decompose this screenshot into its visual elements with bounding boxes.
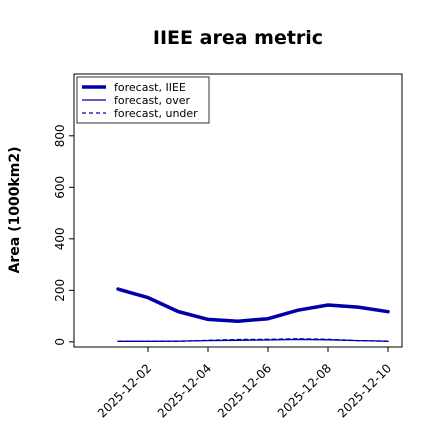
x-tick-label-1: 2025-12-04: [155, 361, 214, 420]
legend-label-2: forecast, under: [114, 107, 198, 120]
y-tick-label-0: 0: [53, 338, 67, 346]
y-axis: 0 200 400 600 800: [53, 124, 74, 346]
y-tick-label-3: 600: [53, 176, 67, 199]
x-tick-label-3: 2025-12-08: [275, 361, 334, 420]
chart-title: IIEE area metric: [153, 27, 323, 49]
y-axis-label: Area (1000km2): [7, 147, 23, 274]
x-tick-label-4: 2025-12-10: [335, 361, 394, 420]
x-axis: 2025-12-02 2025-12-04 2025-12-06 2025-12-08…: [95, 347, 394, 420]
y-tick-label-2: 400: [53, 227, 67, 250]
legend-label-0: forecast, IIEE: [114, 81, 186, 94]
x-tick-label-2: 2025-12-06: [215, 361, 274, 420]
series-line-2: [117, 338, 389, 342]
x-tick-label-0: 2025-12-02: [95, 361, 154, 420]
legend-label-1: forecast, over: [114, 94, 190, 107]
series-layer: [116, 287, 390, 342]
y-tick-label-1: 200: [53, 279, 67, 302]
y-tick-label-4: 800: [53, 124, 67, 147]
series-line-0: [116, 287, 390, 323]
plot-frame: [73, 73, 403, 348]
